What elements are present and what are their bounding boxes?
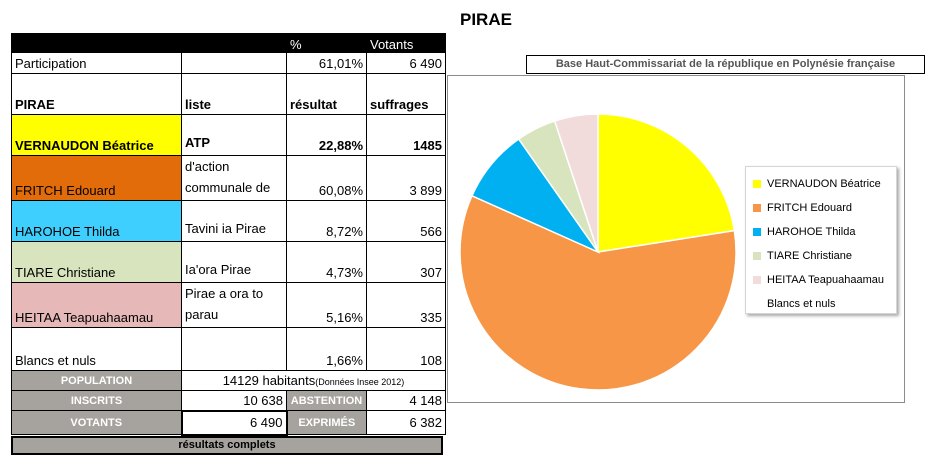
participation-row: Participation 61,01% 6 490	[11, 52, 446, 74]
legend-item: FRITCH Edouard	[746, 196, 896, 220]
legend-item: HAROHOE Thilda	[746, 220, 896, 244]
candidate-name: VERNAUDON Béatrice	[11, 114, 182, 156]
inscrits-row: INSCRITS 10 638 ABSTENTION 4 148	[11, 390, 446, 411]
header-votants: Votants	[366, 33, 446, 53]
legend-item: HEITAA Teapuahaamau	[746, 268, 896, 292]
candidate-liste: Tavini ia Pirae	[181, 200, 287, 242]
legend-label: TIARE Christiane	[767, 250, 852, 262]
legend-label: HEITAA Teapuahaamau	[767, 274, 885, 286]
pie-slice-1	[459, 194, 737, 391]
participation-votants: 6 490	[366, 52, 446, 74]
exprimes-label: EXPRIMÉS	[286, 410, 367, 435]
votants-value: 6 490	[180, 409, 288, 436]
legend-swatch	[753, 228, 761, 236]
header-pct: %	[286, 33, 367, 53]
votants-row: VOTANTS 6 490 EXPRIMÉS 6 382	[11, 409, 446, 436]
legend-swatch	[753, 276, 761, 284]
abstention-value: 4 148	[366, 390, 446, 411]
candidate-name: HAROHOE Thilda	[11, 200, 182, 242]
table-header-row: % Votants	[11, 33, 446, 53]
candidate-row: HAROHOE Thilda Tavini ia Pirae 8,72% 566	[11, 200, 446, 242]
candidate-row: FRITCH Edouard d'action communale de 60,08…	[11, 155, 446, 201]
candidate-suffrages: 307	[366, 241, 446, 283]
subheader-resultat: résultat	[286, 73, 367, 115]
legend-label: HAROHOE Thilda	[767, 226, 856, 238]
candidate-suffrages: 335	[366, 282, 446, 328]
exprimes-value: 6 382	[366, 410, 446, 435]
candidate-row: VERNAUDON Béatrice ATP 22,88% 1485	[11, 114, 446, 156]
candidate-resultat: 5,16%	[286, 282, 367, 328]
inscrits-label: INSCRITS	[11, 390, 182, 411]
candidate-liste: d'action communale de	[181, 155, 287, 201]
abstention-label: ABSTENTION	[286, 390, 367, 411]
header-cell	[181, 33, 287, 53]
candidate-resultat: 4,73%	[286, 241, 367, 283]
candidate-name: TIARE Christiane	[11, 241, 182, 283]
votants-label: VOTANTS	[11, 410, 182, 435]
candidate-resultat: 60,08%	[286, 155, 367, 201]
legend-swatch	[753, 180, 761, 188]
pie-slice-4	[553, 113, 599, 253]
candidate-liste: ATP	[181, 114, 287, 156]
population-label: POPULATION	[11, 370, 182, 391]
legend-swatch	[753, 252, 761, 260]
legend-item: Blancs et nuls	[746, 292, 896, 316]
subheader-liste: liste	[181, 73, 287, 115]
pie-chart	[459, 113, 737, 391]
population-value: 14129 habitants	[222, 373, 316, 388]
pie-slice-0	[597, 113, 736, 253]
results-table: % Votants Participation 61,01% 6 490 PIR…	[11, 33, 446, 436]
candidate-liste: Pirae a ora to parau	[181, 282, 287, 328]
subheader-row: PIRAE liste résultat suffrages	[11, 73, 446, 115]
population-note: (Données Insee 2012)	[315, 377, 405, 387]
candidate-row: TIARE Christiane Ia'ora Pirae 4,73% 307	[11, 241, 446, 283]
candidate-suffrages: 3 899	[366, 155, 446, 201]
legend-label: Blancs et nuls	[767, 298, 836, 310]
candidate-rows: VERNAUDON Béatrice ATP 22,88% 1485 FRITCH Ed…	[11, 114, 446, 371]
results-footer: résultats complets	[11, 436, 443, 455]
empty-cell	[181, 52, 287, 74]
candidate-suffrages: 1485	[366, 114, 446, 156]
legend-swatch	[753, 204, 761, 212]
legend-label: FRITCH Edouard	[767, 202, 852, 214]
candidate-name: Blancs et nuls	[11, 327, 182, 371]
candidate-name: FRITCH Edouard	[11, 155, 182, 201]
subheader-commune: PIRAE	[11, 73, 182, 115]
candidate-row: HEITAA Teapuahaamau Pirae a ora to parau 5…	[11, 282, 446, 328]
source-label: Base Haut-Commissariat de la république …	[526, 55, 925, 74]
candidate-suffrages: 108	[366, 327, 446, 371]
candidate-row: Blancs et nuls 1,66% 108	[11, 327, 446, 371]
legend-item: TIARE Christiane	[746, 244, 896, 268]
header-cell	[11, 33, 182, 53]
candidate-liste: Ia'ora Pirae	[181, 241, 287, 283]
participation-pct: 61,01%	[286, 52, 367, 74]
page-title: PIRAE	[460, 10, 512, 29]
candidate-name: HEITAA Teapuahaamau	[11, 282, 182, 328]
inscrits-value: 10 638	[181, 390, 287, 411]
participation-label: Participation	[11, 52, 182, 74]
candidate-resultat: 1,66%	[286, 327, 367, 371]
subheader-suffrages: suffrages	[366, 73, 446, 115]
chart-legend: VERNAUDON Béatrice FRITCH Edouard HAROHOE …	[745, 166, 897, 314]
population-cell: 14129 habitants(Données Insee 2012)	[181, 370, 446, 391]
candidate-resultat: 22,88%	[286, 114, 367, 156]
candidate-suffrages: 566	[366, 200, 446, 242]
legend-label: VERNAUDON Béatrice	[767, 178, 881, 190]
candidate-resultat: 8,72%	[286, 200, 367, 242]
population-row: POPULATION 14129 habitants(Données Insee…	[11, 370, 446, 391]
legend-item: VERNAUDON Béatrice	[746, 172, 896, 196]
legend-swatch	[753, 300, 761, 308]
candidate-liste	[181, 327, 287, 371]
